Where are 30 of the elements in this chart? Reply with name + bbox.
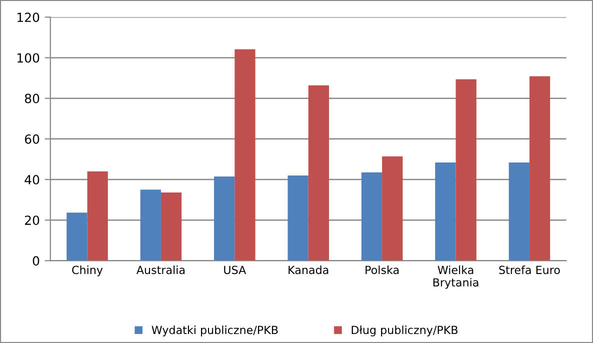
bar: [234, 49, 256, 261]
y-tick-label: 120: [18, 12, 40, 22]
legend-label: Dług publiczny/PKB: [352, 326, 458, 336]
legend-label: Wydatki publiczne/PKB: [152, 326, 278, 336]
y-tick-label: 40: [24, 174, 40, 184]
bar: [529, 76, 550, 261]
y-tick-label: 80: [24, 94, 40, 104]
x-tick-label: USA: [224, 266, 246, 274]
bar: [308, 85, 329, 261]
bar: [456, 79, 476, 261]
bar: [140, 190, 161, 261]
x-tick-label: Kanada: [288, 266, 328, 274]
bar: [160, 192, 182, 261]
bar: [87, 171, 108, 261]
bar: [435, 162, 456, 261]
x-tick-label: Polska: [366, 266, 399, 274]
bar: [66, 212, 88, 261]
x-tick-label: Strefa Euro: [499, 266, 560, 274]
y-tick-label: 20: [25, 216, 40, 226]
bar: [508, 162, 530, 261]
y-tick-label: 0: [32, 256, 40, 266]
bar: [288, 175, 308, 261]
bar: [382, 156, 403, 261]
x-tick-label: Wielka Brytania: [433, 266, 478, 289]
x-tick-label: Australia: [136, 266, 185, 274]
y-tick-label: 100: [18, 53, 40, 63]
y-tick-label: 60: [24, 134, 40, 144]
x-tick-label: Chiny: [72, 266, 103, 276]
bar: [214, 176, 235, 261]
bar: [361, 172, 382, 261]
